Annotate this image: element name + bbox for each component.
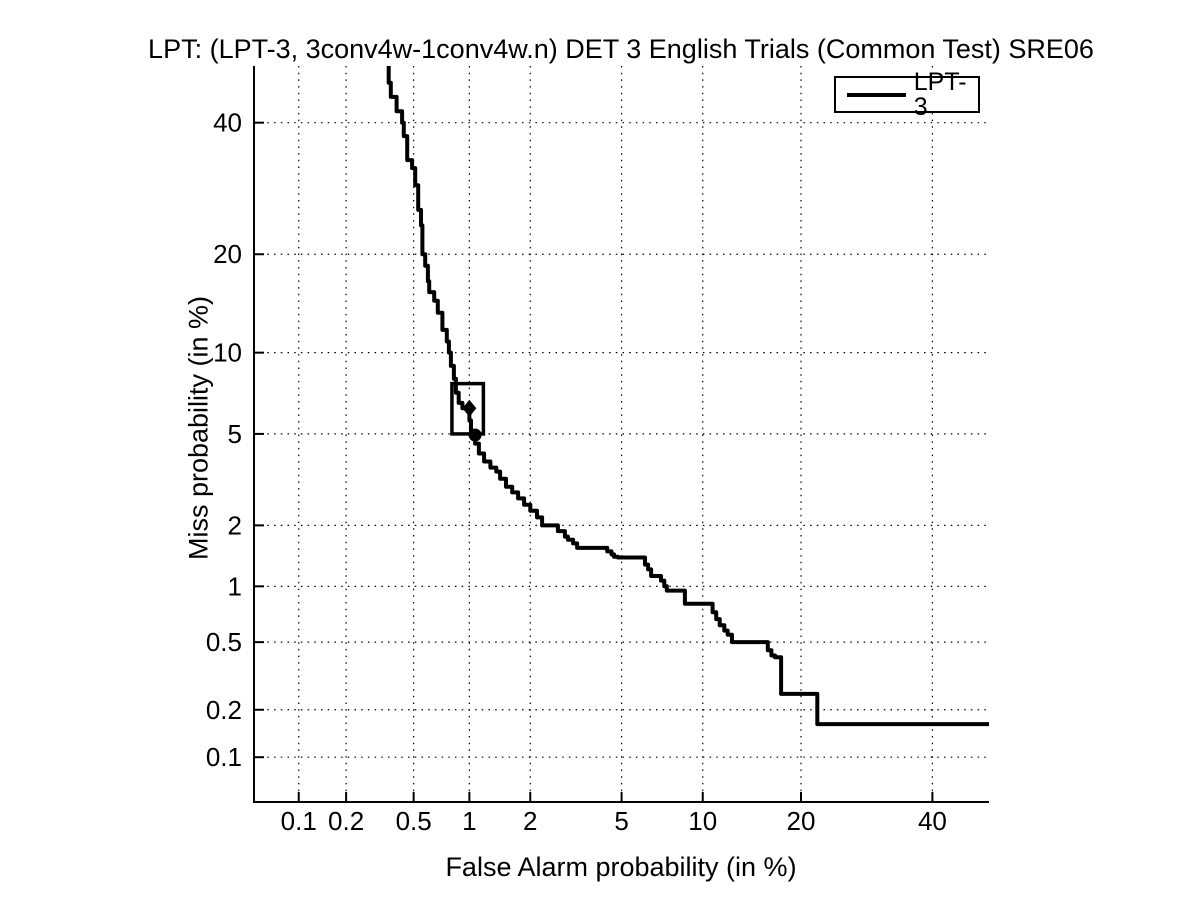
x-tick-label: 20 [787, 806, 816, 836]
x-tick-label: 40 [918, 806, 947, 836]
y-tick-label: 0.2 [206, 695, 242, 725]
x-tick-label: 10 [688, 806, 717, 836]
y-tick-label: 0.5 [206, 627, 242, 657]
circle-marker [468, 428, 482, 442]
x-axis-label: False Alarm probability (in %) [445, 852, 797, 882]
det-curve [386, 66, 989, 727]
legend-label: LPT-3 [913, 67, 967, 121]
y-tick-label: 10 [213, 338, 242, 368]
y-tick-label: 20 [213, 239, 242, 269]
highlight-box [450, 381, 486, 436]
x-tick-label: 2 [523, 806, 537, 836]
y-tick-label: 1 [228, 571, 242, 601]
x-tick-label: 0.1 [281, 806, 317, 836]
diamond-marker [462, 399, 477, 417]
legend: LPT-3 [834, 69, 980, 119]
y-axis-label: Miss probability (in %) [183, 295, 214, 561]
x-tick-label: 5 [614, 806, 628, 836]
y-tick-label: 2 [228, 510, 242, 540]
y-tick-label: 0.1 [206, 742, 242, 772]
x-tick-label: 0.2 [328, 806, 364, 836]
y-tick-label: 40 [213, 108, 242, 138]
plot-title: LPT: (LPT-3, 3conv4w-1conv4w.n) DET 3 En… [148, 34, 1094, 64]
x-tick-label: 1 [462, 806, 476, 836]
y-tick-label: 5 [228, 419, 242, 449]
legend-line-sample [847, 92, 906, 97]
x-tick-label: 0.5 [396, 806, 432, 836]
